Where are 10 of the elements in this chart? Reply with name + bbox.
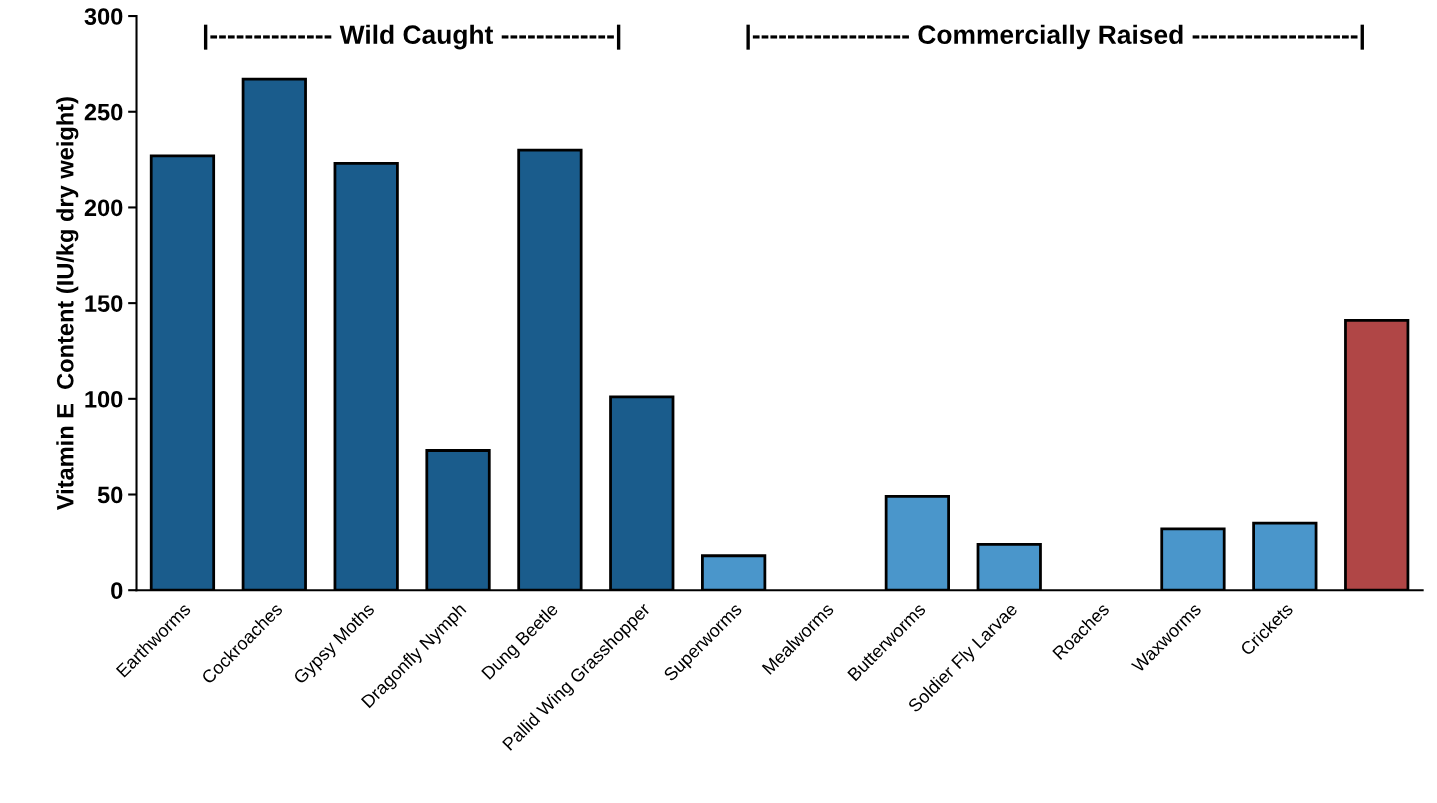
y-tick-label: 300 bbox=[84, 8, 123, 25]
y-tick-label: 100 bbox=[85, 390, 123, 408]
y-tick-label: 0 bbox=[111, 582, 123, 599]
y-tick-label: 150 bbox=[85, 295, 123, 312]
y-tick-label: 50 bbox=[97, 486, 123, 504]
annotation: |------------------ Commercially Raised -------------------| bbox=[746, 24, 1364, 50]
y-tick-label: 250 bbox=[84, 103, 123, 121]
annotation: |-------------- Wild Caught -------------| bbox=[203, 24, 621, 50]
y-tick-label: 200 bbox=[84, 199, 123, 217]
y-axis-title: Vitamin E Content (IU/kg dry weight) bbox=[56, 97, 79, 511]
